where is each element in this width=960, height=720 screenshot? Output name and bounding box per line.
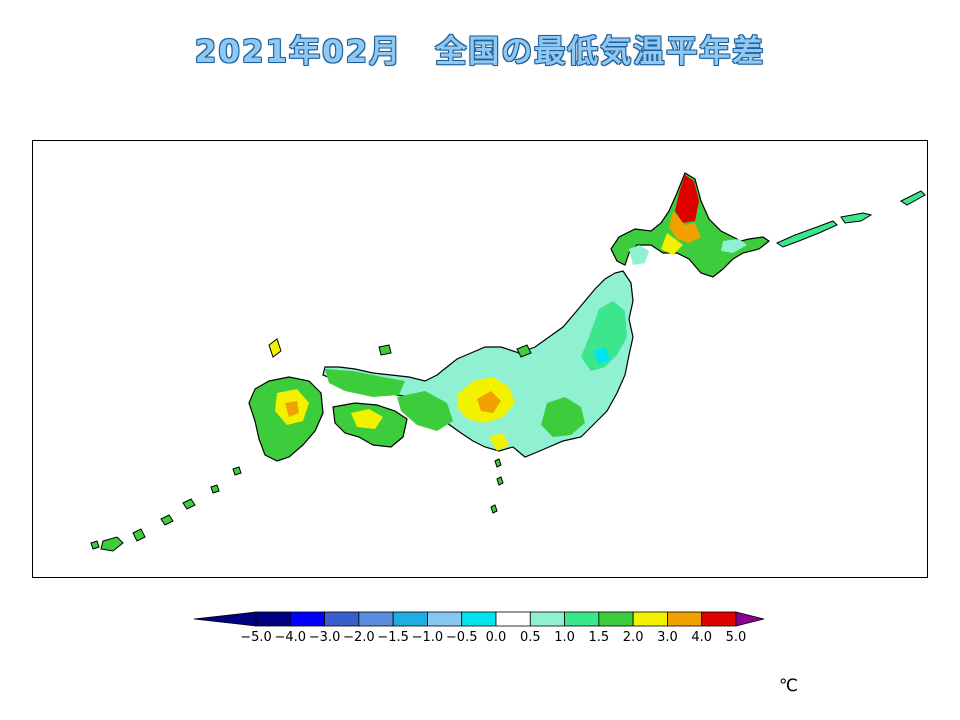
legend-swatch	[461, 611, 497, 627]
kanto-green	[541, 397, 585, 437]
legend-tick-label: −0.5	[445, 630, 478, 645]
legend-tick-label: −5.0	[240, 630, 272, 645]
legend-swatch	[255, 611, 291, 627]
legend-tick-label: 5.0	[725, 630, 747, 645]
sado-island	[516, 344, 532, 358]
legend-swatch	[701, 611, 737, 627]
legend-swatch	[324, 611, 360, 627]
japan-anomaly-map	[90, 172, 926, 552]
shikoku-yellow	[351, 409, 383, 429]
legend-tick-label: 1.0	[554, 630, 575, 645]
kuril-islands	[775, 190, 926, 248]
hokkaido-yellow	[661, 233, 683, 255]
legend-swatch	[564, 611, 600, 627]
legend-over-arrow	[735, 611, 765, 627]
chugoku-green	[325, 369, 405, 397]
map-frame	[32, 140, 928, 578]
legend-tick-label: 3.0	[657, 630, 678, 645]
unit-label: ℃	[779, 676, 799, 696]
nansei-islands	[90, 466, 242, 552]
legend-tick-label: 4.0	[691, 630, 713, 645]
legend-swatch	[598, 611, 634, 627]
tokai-yellow	[489, 433, 509, 451]
legend-tick-label: −1.5	[377, 630, 409, 645]
legend-swatch	[358, 611, 394, 627]
color-legend	[190, 608, 770, 668]
legend-tick-label: −3.0	[308, 630, 341, 645]
legend-tick-label: 0.5	[519, 630, 541, 645]
kyushu-orange	[285, 401, 299, 417]
legend-swatch	[427, 611, 463, 627]
oki-islands	[378, 344, 392, 356]
hokkaido-southwest-cool	[629, 245, 649, 265]
legend-tick-label: −2.0	[343, 630, 375, 645]
tsushima-island	[268, 338, 282, 358]
legend-tick-label: 2.0	[622, 630, 644, 645]
legend-swatch	[495, 611, 531, 627]
legend-under-arrow	[193, 611, 257, 627]
legend-swatch	[392, 611, 428, 627]
legend-tick-label: 1.5	[588, 630, 610, 645]
kinki-green	[397, 391, 453, 431]
hokkaido-east-cool	[721, 239, 747, 253]
legend-tick-label: −1.0	[411, 630, 444, 645]
legend-tick-label: 0.0	[485, 630, 507, 645]
tohoku-cool-patch	[593, 347, 611, 365]
map-title: 2021年02月 全国の最低気温平年差	[194, 34, 766, 70]
izu-islands	[490, 458, 504, 514]
legend-swatch	[632, 611, 668, 627]
legend-swatch	[529, 611, 565, 627]
legend-tick-label: −4.0	[274, 630, 307, 645]
color-legend-bar	[193, 611, 765, 627]
legend-swatch	[667, 611, 703, 627]
tohoku-green	[581, 301, 627, 371]
chubu-orange	[477, 391, 501, 413]
hokkaido-north-warm	[675, 175, 699, 223]
hokkaido-north-orange	[669, 211, 701, 243]
legend-swatch	[289, 611, 325, 627]
